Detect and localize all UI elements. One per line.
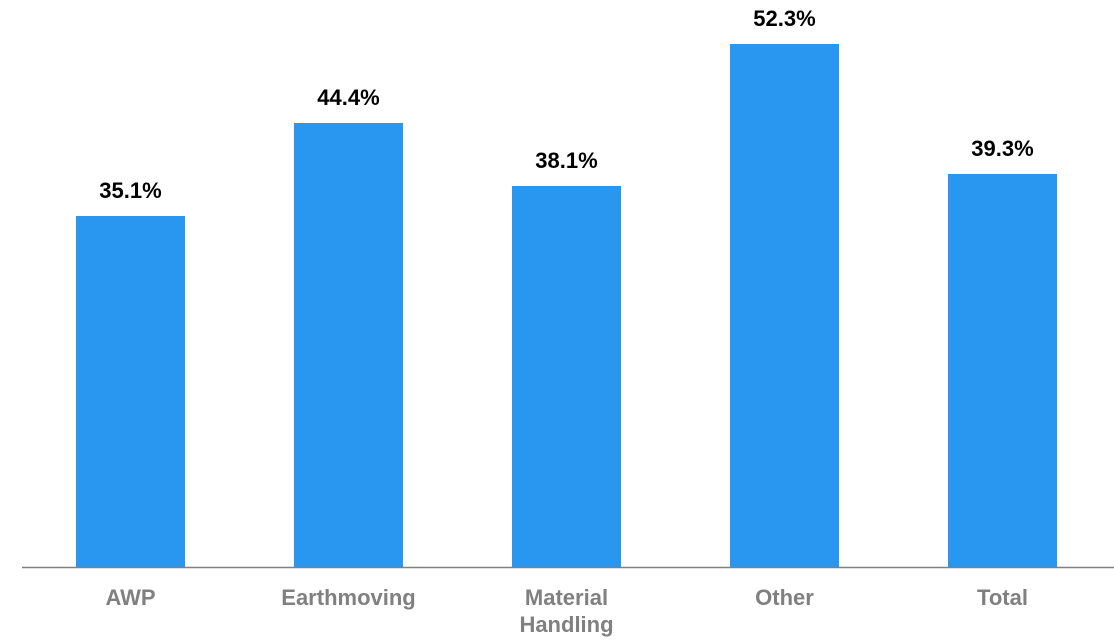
category-label: Total <box>977 585 1028 610</box>
category-label: Material <box>525 585 608 610</box>
data-label: 38.1% <box>535 148 597 173</box>
category-label: Handling <box>519 612 613 637</box>
category-label: Earthmoving <box>281 585 415 610</box>
bar-material-handling <box>512 186 621 567</box>
bar-other <box>730 44 839 567</box>
category-label: Other <box>755 585 814 610</box>
bar-awp <box>76 216 185 567</box>
category-label: AWP <box>105 585 155 610</box>
data-label: 52.3% <box>753 6 815 31</box>
data-label: 44.4% <box>317 85 379 110</box>
data-label: 39.3% <box>971 136 1033 161</box>
bar-total <box>948 174 1057 567</box>
bar-earthmoving <box>294 123 403 567</box>
data-label: 35.1% <box>99 178 161 203</box>
